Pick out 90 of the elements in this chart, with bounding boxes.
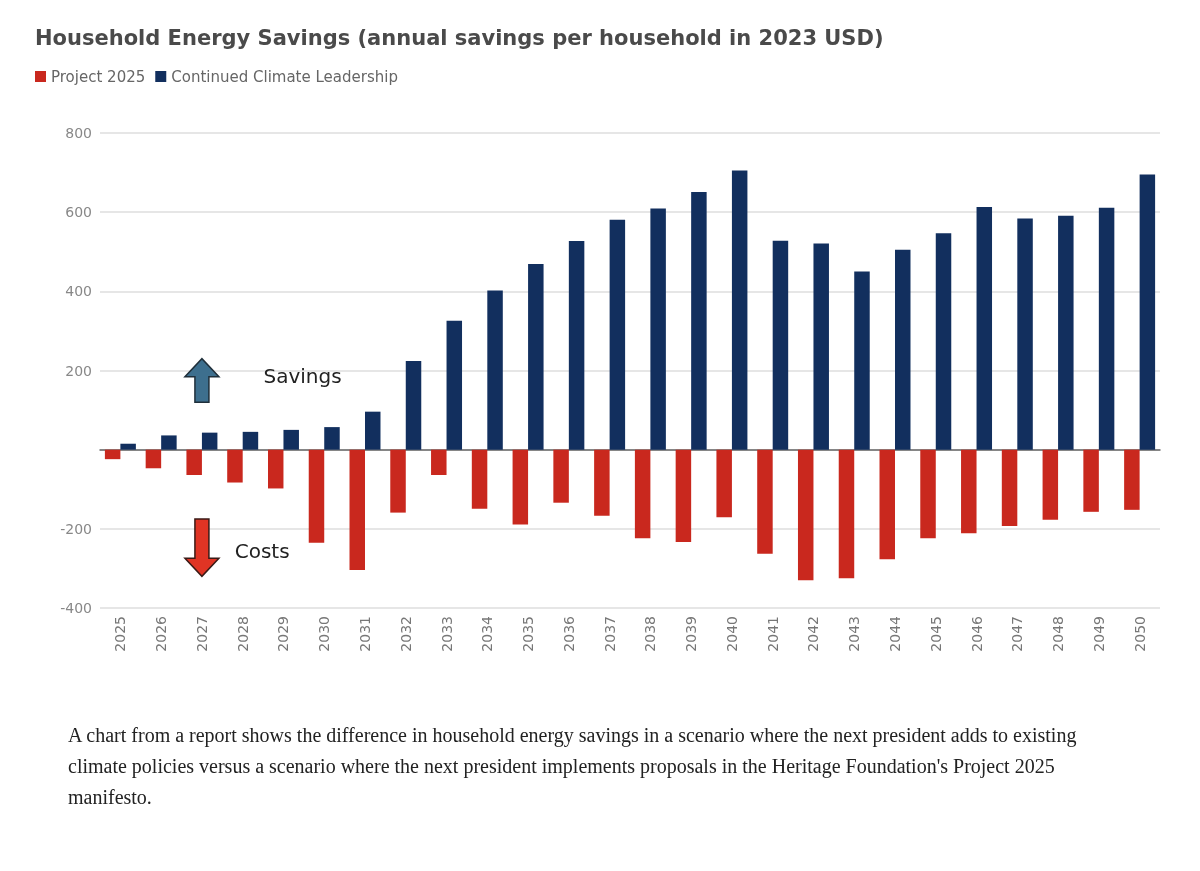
x-tick-label: 2025 xyxy=(112,616,129,652)
bar xyxy=(813,243,829,450)
bar xyxy=(691,191,707,450)
bar xyxy=(716,449,732,518)
bar xyxy=(471,449,488,509)
bar xyxy=(365,411,381,450)
chart-title: Household Energy Savings (annual savings per household in 2023 USD) xyxy=(35,25,884,50)
bar xyxy=(772,240,789,450)
bar xyxy=(920,449,936,539)
bar xyxy=(201,432,218,450)
bar xyxy=(227,449,243,483)
bar xyxy=(838,449,855,579)
x-tick-label: 2048 xyxy=(1050,616,1067,652)
bar xyxy=(431,449,447,475)
y-tick-label: 200 xyxy=(65,362,92,379)
bar xyxy=(1001,449,1018,527)
bar xyxy=(324,427,340,450)
x-tick-label: 2028 xyxy=(234,616,251,652)
bar xyxy=(104,449,121,460)
x-tick-label: 2034 xyxy=(479,615,496,652)
y-tick-label: -200 xyxy=(60,520,92,537)
x-tick-label: 2046 xyxy=(968,615,985,652)
bar xyxy=(935,233,952,450)
annotation: Costs xyxy=(234,538,290,563)
x-tick-label: 2037 xyxy=(601,616,618,652)
x-tick-label: 2050 xyxy=(1131,616,1148,652)
y-tick-label: 800 xyxy=(65,125,92,141)
x-tick-label: 2041 xyxy=(764,616,781,652)
bar xyxy=(1124,449,1140,510)
x-tick-label: 2045 xyxy=(927,616,944,652)
bar xyxy=(961,449,977,534)
bar xyxy=(634,449,651,539)
bar xyxy=(1098,207,1115,450)
bar xyxy=(512,449,529,525)
x-tick-label: 2042 xyxy=(805,616,822,652)
bar xyxy=(976,207,993,450)
bar xyxy=(405,361,422,450)
text: A chart from a report shows the difference in household energy savings in a scenario where the next president adds to existing climate policies versus a scenario where the next president implements proposals in the Heritage Foundation's Project 2025 manifesto. xyxy=(67,723,1078,810)
bar xyxy=(120,443,136,450)
x-tick-label: 2043 xyxy=(846,616,863,652)
bar xyxy=(487,290,503,450)
bar xyxy=(1042,449,1059,520)
bar xyxy=(553,449,569,503)
bar xyxy=(895,249,911,450)
bar xyxy=(186,449,202,475)
bar xyxy=(349,449,365,570)
bar xyxy=(242,431,259,450)
x-tick-label: 2027 xyxy=(193,616,210,652)
bar xyxy=(854,271,870,450)
x-tick-label: 2031 xyxy=(357,616,373,652)
bar xyxy=(446,320,463,450)
bar xyxy=(161,435,177,450)
x-tick-label: 2032 xyxy=(397,616,414,652)
y-tick-label: -400 xyxy=(60,600,92,616)
bar xyxy=(675,449,692,542)
x-tick-label: 2049 xyxy=(1090,616,1107,652)
x-tick-label: 2029 xyxy=(275,616,292,652)
x-tick-label: 2039 xyxy=(683,616,700,652)
bar xyxy=(797,449,814,581)
bar xyxy=(1139,174,1156,450)
bar xyxy=(1083,449,1099,512)
y-tick-label: 400 xyxy=(65,283,92,300)
y-tick-label: 600 xyxy=(65,204,92,221)
bar xyxy=(528,264,544,450)
x-tick-label: 2033 xyxy=(438,616,455,652)
bar xyxy=(267,449,284,489)
bar xyxy=(1058,215,1074,450)
bar xyxy=(594,449,610,516)
x-tick-label: 2030 xyxy=(316,616,333,652)
bar xyxy=(879,449,895,560)
bar xyxy=(308,449,325,543)
bar xyxy=(283,429,299,450)
x-tick-label: 2040 xyxy=(723,616,740,652)
x-tick-label: 2038 xyxy=(642,616,659,652)
annotation: Savings xyxy=(263,364,342,389)
bar xyxy=(731,170,748,450)
bar xyxy=(568,241,585,450)
x-tick-label: 2044 xyxy=(887,615,903,652)
legend-label: Continued Climate Leadership xyxy=(171,67,398,86)
x-tick-label: 2036 xyxy=(560,615,577,652)
legend-label: Project 2025 xyxy=(51,67,146,86)
bar xyxy=(1017,218,1033,450)
x-tick-label: 2026 xyxy=(153,615,170,652)
bar xyxy=(390,449,406,513)
x-tick-label: 2035 xyxy=(520,616,537,652)
bar xyxy=(609,219,626,450)
x-tick-label: 2047 xyxy=(1009,616,1026,652)
bar xyxy=(650,208,666,450)
bar xyxy=(145,449,162,469)
bar xyxy=(757,449,773,554)
